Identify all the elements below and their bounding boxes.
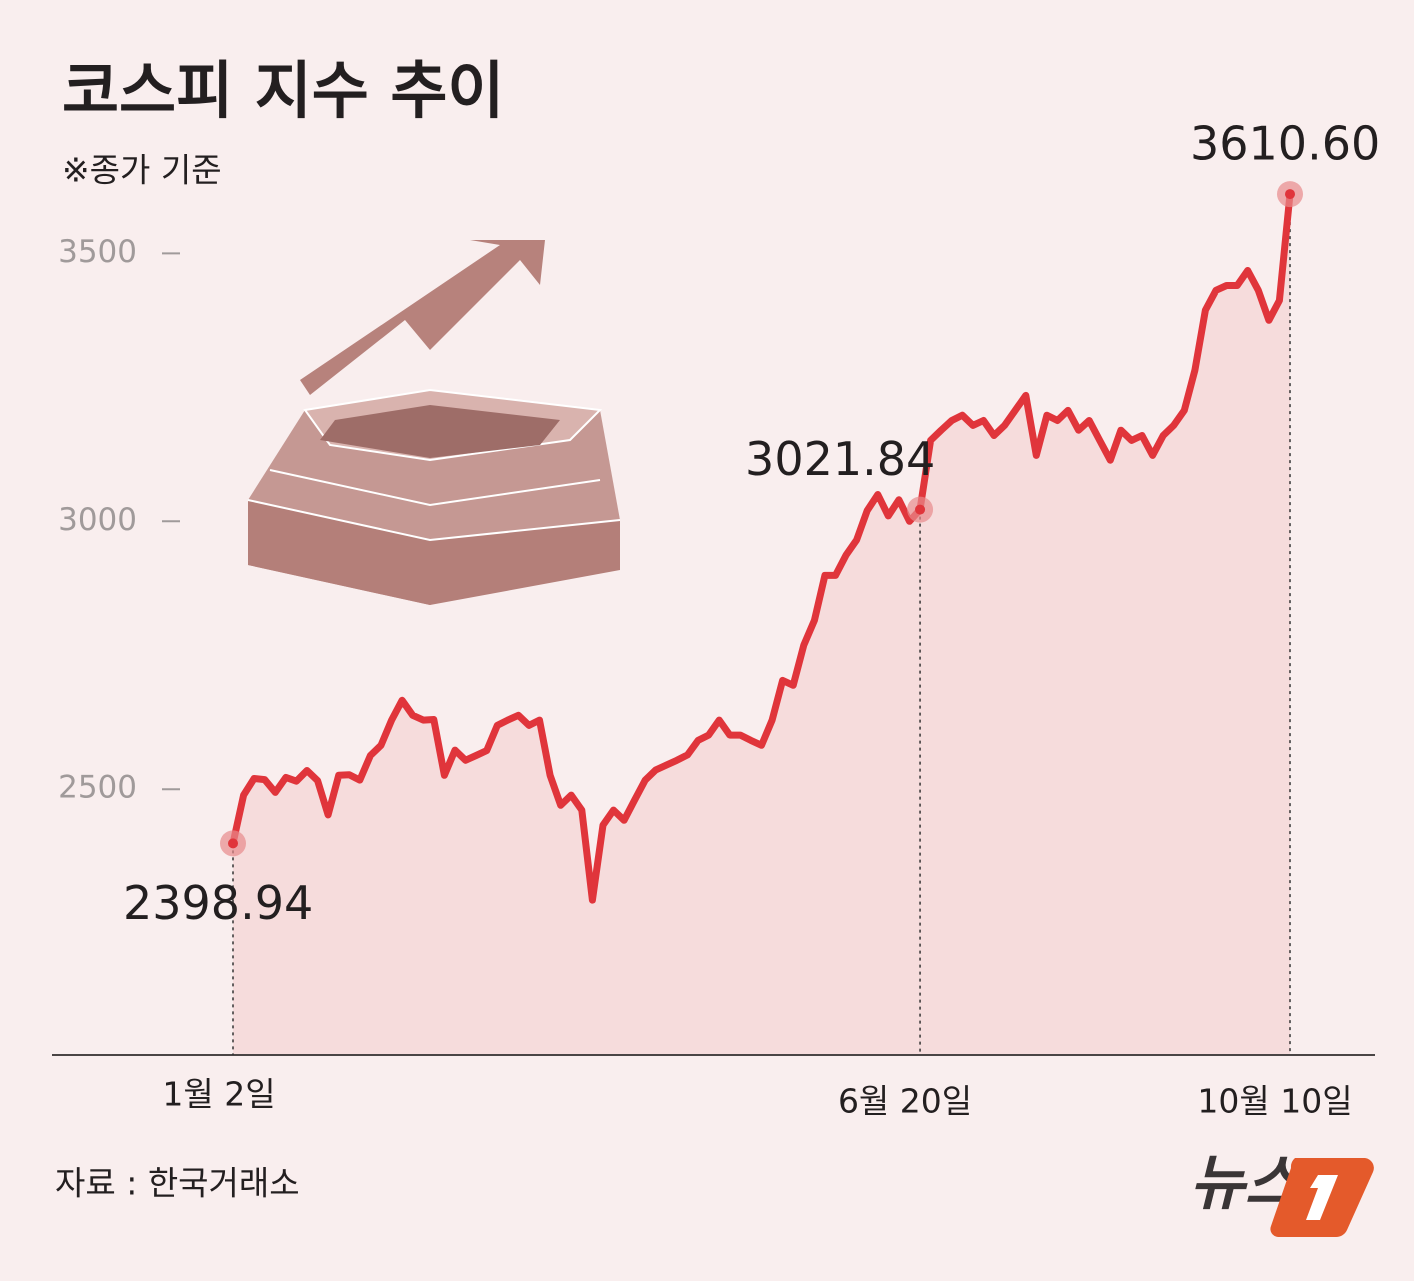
- illustration: [247, 240, 621, 605]
- source: 자료 : 한국거래소: [55, 1164, 300, 1203]
- y-tick-label: 2500: [58, 770, 137, 806]
- logo-mark: [1270, 1158, 1374, 1238]
- y-tick-label: 3000: [58, 502, 137, 538]
- highlight-dot: [228, 838, 238, 849]
- value-label: 3021.84: [745, 432, 935, 486]
- chart-title: 코스피 지수 추이: [62, 54, 504, 127]
- x-tick-label: 10월 10일: [1197, 1082, 1352, 1121]
- highlight-dot: [915, 504, 926, 515]
- value-label: 2398.94: [123, 876, 313, 930]
- highlight-dot: [1285, 189, 1295, 200]
- x-tick-label: 6월 20일: [838, 1082, 972, 1121]
- y-tick-label: 3500: [58, 234, 137, 270]
- x-tick-label: 1월 2일: [162, 1075, 275, 1114]
- line: [229, 190, 1294, 904]
- chart-subtitle: ※종가 기준: [62, 151, 222, 190]
- value-label: 3610.60: [1190, 117, 1380, 171]
